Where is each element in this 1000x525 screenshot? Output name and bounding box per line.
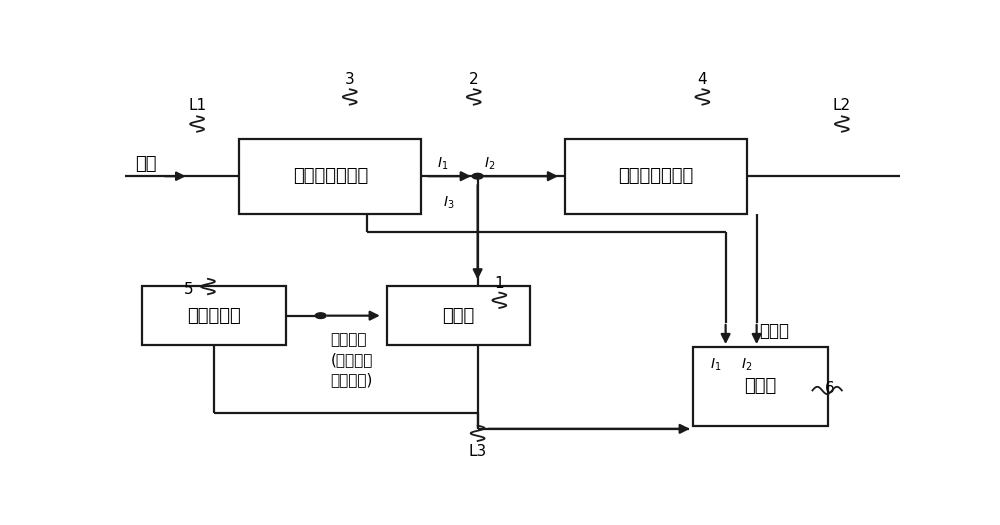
- FancyBboxPatch shape: [565, 139, 747, 214]
- FancyBboxPatch shape: [693, 347, 828, 426]
- Text: 第一电流检测部: 第一电流检测部: [293, 167, 368, 185]
- Circle shape: [472, 173, 483, 179]
- Text: 电流: 电流: [135, 155, 157, 173]
- Text: 分流指令部: 分流指令部: [187, 307, 241, 324]
- Text: $I_{1}$: $I_{1}$: [710, 356, 721, 373]
- Text: $I_{3}$: $I_{3}$: [443, 194, 455, 211]
- Text: 分流器: 分流器: [442, 307, 474, 324]
- Text: 1: 1: [495, 276, 504, 291]
- FancyBboxPatch shape: [142, 286, 286, 345]
- FancyBboxPatch shape: [239, 139, 421, 214]
- Text: 5: 5: [184, 282, 193, 297]
- Text: $I_{2}$: $I_{2}$: [741, 356, 752, 373]
- Text: L2: L2: [833, 98, 851, 113]
- FancyBboxPatch shape: [387, 286, 530, 345]
- Text: 第二电流检测部: 第二电流检测部: [618, 167, 694, 185]
- Text: 分流指令
(分流器的
动作状态): 分流指令 (分流器的 动作状态): [330, 332, 373, 387]
- Text: 判定部: 判定部: [744, 377, 777, 395]
- Text: L1: L1: [188, 98, 206, 113]
- Text: L3: L3: [468, 444, 487, 459]
- Text: $I_{1}$: $I_{1}$: [437, 155, 448, 172]
- Text: 2: 2: [469, 72, 479, 87]
- Text: 3: 3: [345, 72, 355, 87]
- Text: 6: 6: [825, 381, 835, 396]
- Text: 4: 4: [698, 72, 707, 87]
- Circle shape: [315, 313, 326, 319]
- Text: 电流值: 电流值: [759, 322, 789, 340]
- Text: $I_{2}$: $I_{2}$: [484, 155, 496, 172]
